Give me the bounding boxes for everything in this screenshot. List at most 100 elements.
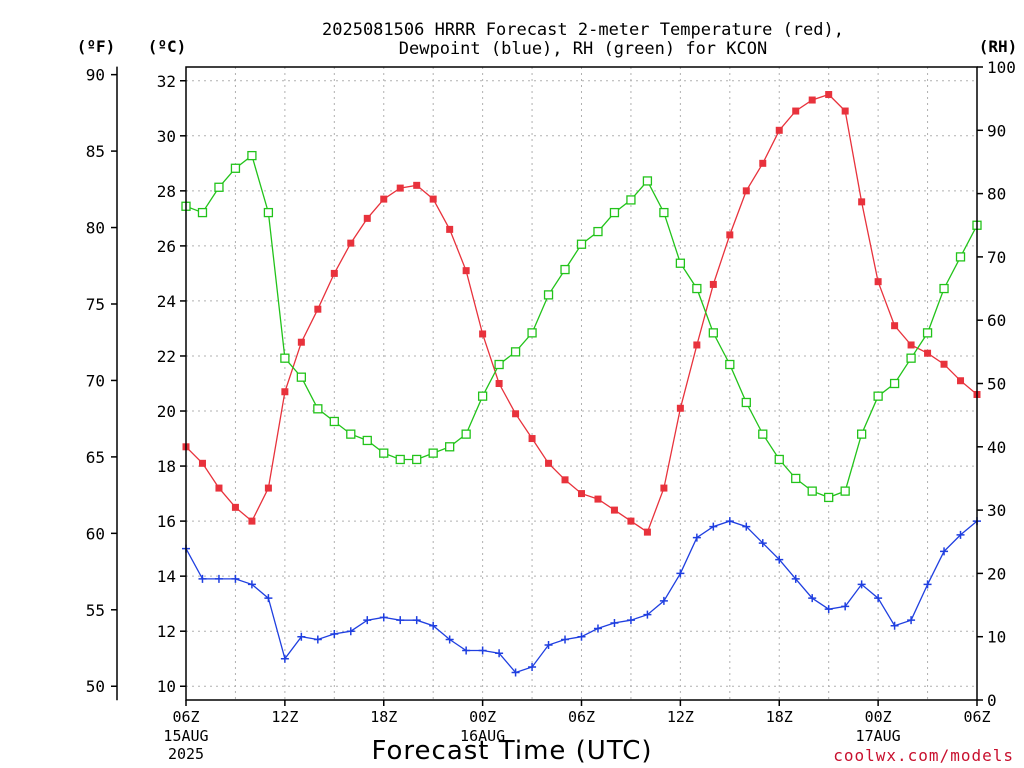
dewpoint-point — [808, 594, 817, 603]
rh-unit-label: (RH) — [979, 37, 1018, 56]
fahrenheit-unit-label: (ºF) — [77, 37, 116, 56]
rh-point — [889, 378, 900, 389]
dewpoint-point — [643, 610, 652, 619]
temperature-point — [924, 349, 932, 357]
dewpoint-point — [890, 621, 899, 630]
temperature-point — [561, 476, 569, 484]
series-layer — [181, 91, 982, 677]
dewpoint-point — [692, 533, 701, 542]
temperature-point — [396, 184, 404, 192]
celsius-tick-label: 28 — [157, 182, 176, 201]
dewpoint-point — [923, 580, 932, 589]
rh-point — [791, 473, 801, 484]
fahrenheit-tick-label: 50 — [86, 677, 105, 696]
rh-point — [642, 176, 653, 186]
axes-layer: 10 12 14 16 18 20 22 24 26 28 30 32 50 55 60 65 70 75 80 85… — [86, 58, 1016, 763]
rh-point — [774, 454, 784, 465]
x-tick-year-label: 2025 — [168, 745, 204, 763]
rh-tick-label: 60 — [987, 311, 1006, 330]
rh-point — [939, 283, 949, 294]
rh-tick-label: 90 — [987, 121, 1006, 140]
temperature-point — [957, 377, 965, 385]
temperature-point — [693, 341, 701, 349]
temperature-point — [792, 107, 800, 115]
rh-point — [659, 207, 669, 218]
dewpoint-point — [874, 594, 883, 603]
temperature-point — [891, 322, 899, 330]
temperature-point — [874, 278, 882, 286]
rh-point — [461, 429, 471, 439]
temperature-point — [380, 195, 388, 203]
dewpoint-point — [577, 632, 586, 641]
dewpoint-point — [940, 547, 949, 556]
temperature-point — [907, 341, 915, 349]
rh-point — [543, 290, 554, 300]
temperature-point — [578, 490, 585, 498]
rh-tick-label: 30 — [987, 501, 1006, 520]
celsius-tick-label: 26 — [157, 237, 176, 256]
temperature-point — [742, 187, 750, 195]
chart-title-line-1: 2025081506 HRRR Forecast 2-meter Tempera… — [322, 20, 844, 40]
rh-tick-label: 10 — [987, 628, 1006, 647]
rh-point — [527, 328, 537, 338]
celsius-tick-label: 30 — [157, 127, 176, 146]
x-axis-title: Forecast Time (UTC) — [371, 736, 652, 766]
rh-point — [856, 429, 867, 439]
fahrenheit-tick-label: 65 — [86, 448, 105, 467]
credit-text: coolwx.com/models — [833, 746, 1014, 765]
rh-point — [445, 442, 455, 452]
temperature-point — [709, 280, 717, 288]
x-tick-label: 12Z — [667, 708, 694, 726]
temperature-point — [643, 528, 651, 536]
dewpoint-point — [313, 635, 322, 644]
chart-title-line-2: Dewpoint (blue), RH (green) for KCON — [399, 39, 767, 59]
temperature-point — [446, 225, 454, 233]
rh-tick-label: 40 — [987, 438, 1006, 457]
x-tick-label: 06Z — [568, 708, 595, 726]
temperature-point — [413, 181, 421, 189]
temperature-point — [660, 484, 668, 492]
celsius-tick-label: 24 — [157, 292, 176, 311]
x-tick-label: 00Z — [865, 708, 892, 726]
dewpoint-point — [198, 574, 207, 583]
temperature-point — [676, 404, 684, 412]
temperature-point — [825, 91, 833, 99]
temperature-point — [759, 159, 767, 167]
rh-point — [692, 283, 702, 294]
dewpoint-point — [593, 624, 602, 633]
dewpoint-point — [346, 627, 355, 636]
temperature-point — [215, 484, 223, 492]
dewpoint-point — [841, 602, 850, 611]
dewpoint-point — [725, 517, 734, 526]
temperature-point — [363, 214, 371, 222]
fahrenheit-tick-label: 80 — [86, 219, 105, 238]
rh-tick-label: 80 — [987, 185, 1006, 204]
temperature-point — [462, 267, 470, 275]
rh-tick-label: 100 — [987, 58, 1016, 77]
rh-point — [510, 347, 521, 357]
rh-tick-label: 20 — [987, 564, 1006, 583]
temperature-point — [281, 388, 289, 396]
temperature-point — [545, 459, 553, 467]
dewpoint-point — [907, 616, 916, 625]
celsius-tick-label: 10 — [157, 677, 176, 696]
rh-tick-label: 50 — [987, 375, 1006, 394]
dewpoint-point — [478, 646, 487, 655]
rh-point — [428, 448, 438, 458]
dewpoint-point — [544, 640, 553, 649]
rh-point — [758, 429, 768, 439]
temperature-point — [297, 338, 305, 346]
rh-point — [626, 195, 636, 205]
rh-point — [576, 239, 587, 249]
rh-point — [741, 397, 751, 408]
x-tick-label: 00Z — [469, 708, 496, 726]
temperature-point — [512, 410, 520, 418]
rh-point — [280, 353, 290, 363]
rh-point — [477, 391, 488, 401]
fahrenheit-tick-label: 60 — [86, 524, 105, 543]
temperature-point — [347, 239, 355, 247]
dewpoint-point — [396, 616, 405, 625]
rh-point — [922, 328, 933, 338]
dewpoint-point — [709, 522, 718, 531]
